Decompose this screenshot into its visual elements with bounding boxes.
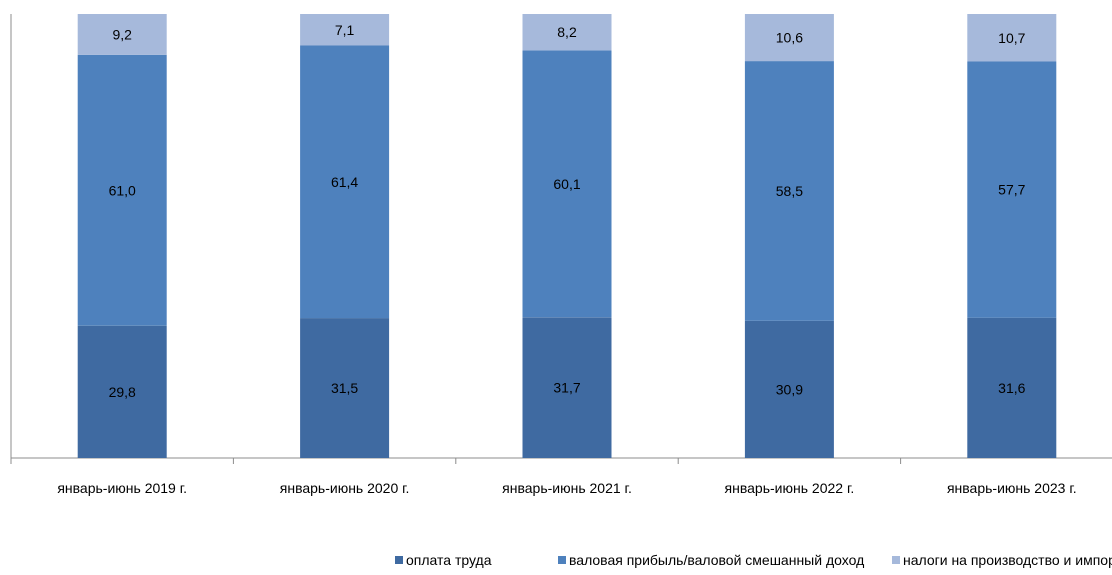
x-tick-label: январь-июнь 2022 г. — [725, 480, 855, 496]
legend-label: оплата труда — [406, 552, 492, 568]
data-label: 31,7 — [553, 380, 580, 396]
bar-segment-taxes — [522, 14, 612, 51]
data-label: 10,6 — [776, 30, 803, 46]
data-label: 60,1 — [553, 176, 580, 192]
legend-label: валовая прибыль/валовой смешанный доход — [569, 552, 865, 568]
bar-segment-taxes — [77, 14, 167, 55]
bar-segment-labor — [77, 325, 167, 458]
data-label: 61,0 — [109, 182, 136, 198]
legend: оплата труда валовая прибыль/валовой сме… — [0, 552, 1112, 572]
x-ticks-layer: январь-июнь 2019 г. январь-июнь 2020 г. ян… — [10, 458, 1077, 496]
bar-segment-labor — [300, 318, 390, 458]
data-label: 30,9 — [776, 381, 803, 397]
bar-segment-labor — [522, 317, 612, 458]
data-label: 7,1 — [335, 22, 355, 38]
bar-segment-labor — [967, 317, 1057, 458]
data-label: 31,5 — [331, 380, 358, 396]
bar-segment-taxes — [744, 14, 834, 62]
bar-segment-profit — [744, 61, 834, 321]
data-label: 8,2 — [557, 24, 577, 40]
legend-swatch — [395, 556, 403, 564]
bar-segment-profit — [300, 45, 390, 319]
bar-segment-taxes — [967, 14, 1057, 62]
legend-label: налоги на производство и импорт — [903, 552, 1112, 568]
data-label: 58,5 — [776, 183, 803, 199]
bar-segment-taxes — [300, 14, 390, 46]
data-label: 10,7 — [998, 30, 1025, 46]
bar-segment-labor — [744, 320, 834, 458]
legend-item-labor: оплата труда — [395, 552, 491, 568]
bars-layer: 29,8 61,0 9,2 31,5 61,4 7,1 31,7 60,1 8,2 30,9 58,… — [77, 14, 1057, 458]
legend-item-taxes: налоги на производство и импорт — [892, 552, 1112, 568]
data-label: 31,6 — [998, 380, 1025, 396]
data-label: 57,7 — [998, 182, 1025, 198]
x-tick-label: январь-июнь 2020 г. — [280, 480, 410, 496]
data-label: 29,8 — [109, 384, 136, 400]
legend-swatch — [892, 556, 900, 564]
legend-item-profit: валовая прибыль/валовой смешанный доход — [558, 552, 864, 568]
x-tick-label: январь-июнь 2021 г. — [502, 480, 632, 496]
bar-segment-profit — [522, 50, 612, 318]
chart-canvas: 29,8 61,0 9,2 31,5 61,4 7,1 31,7 60,1 8,2 30,9 58,… — [10, 14, 1112, 496]
x-tick-label: январь-июнь 2019 г. — [57, 480, 187, 496]
data-label: 61,4 — [331, 174, 358, 190]
x-tick-label: январь-июнь 2023 г. — [947, 480, 1077, 496]
data-label: 9,2 — [112, 26, 132, 42]
bar-segment-profit — [77, 54, 167, 326]
legend-swatch — [558, 556, 566, 564]
bar-segment-profit — [967, 61, 1057, 318]
